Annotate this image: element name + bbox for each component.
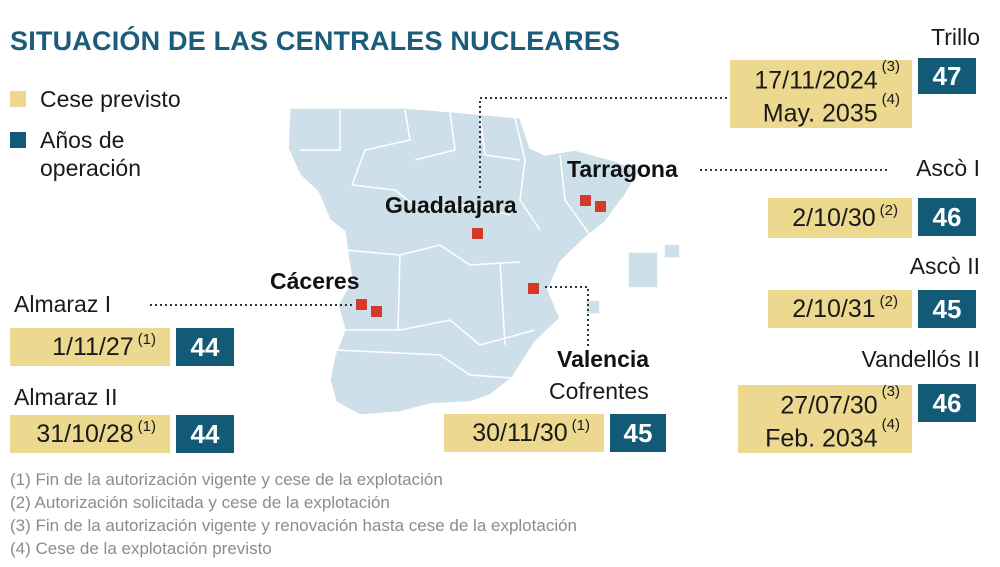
marker-almaraz-1 (356, 299, 367, 310)
cese-date-almaraz-2: 31/10/28 (36, 419, 134, 448)
city-label-tarragona: Tarragona (567, 156, 678, 182)
years-badge-almaraz-1: 44 (176, 328, 234, 366)
plant-name-asco-2: Ascò II (909, 253, 980, 279)
years-badge-almaraz-2: 44 (176, 415, 234, 453)
marker-asco (580, 195, 591, 206)
years-badge-asco-1: 46 (918, 198, 976, 236)
cese-box-almaraz-1: 1/11/27 (1) (10, 328, 170, 366)
cese-date-almaraz-1: 1/11/27 (52, 332, 134, 361)
legend-label-cese: Cese previsto (40, 86, 181, 112)
note-cofrentes: (1) (571, 416, 590, 434)
footnote-3: (3) Fin de la autorización vigente y ren… (10, 516, 578, 535)
city-label-guadalajara: Guadalajara (385, 192, 517, 218)
plant-name-asco-1: Ascò I (916, 155, 980, 181)
plant-markers (356, 195, 606, 317)
marker-trillo (472, 228, 483, 239)
legend-label-anos: Años de operación (40, 127, 142, 181)
cese-date-vandellos-1: 27/07/30 (780, 391, 878, 419)
cese-box-cofrentes: 30/11/30 (1) (444, 414, 604, 452)
years-badge-asco-2: 45 (918, 290, 976, 328)
plant-name-vandellos-2: Vandellós II (861, 346, 980, 372)
plant-name-almaraz-1: Almaraz I (14, 291, 112, 317)
plant-name-trillo: Trillo (931, 24, 980, 50)
leader-trillo (479, 97, 728, 188)
plant-name-almaraz-2: Almaraz II (14, 384, 118, 410)
cese-box-asco-1: 2/10/30 (2) (768, 198, 912, 238)
note-vandellos-2: (4) (881, 416, 900, 433)
leader-lines (150, 97, 890, 348)
note-almaraz-1: (1) (137, 330, 156, 348)
note-vandellos-1: (3) (881, 382, 900, 400)
marker-cofrentes (528, 283, 539, 294)
note-asco-1: (2) (879, 201, 898, 219)
note-trillo-1: (3) (881, 57, 900, 75)
cese-date-vandellos-2: Feb. 2034 (765, 424, 878, 453)
years-badge-trillo: 47 (918, 58, 976, 94)
years-badge-vandellos-2: 46 (918, 384, 976, 422)
cese-date-cofrentes: 30/11/30 (472, 418, 568, 447)
footnote-1: (1) Fin de la autorización vigente y ces… (10, 470, 443, 489)
cese-box-almaraz-2: 31/10/28 (1) (10, 415, 170, 453)
footnote-2: (2) Autorización solicitada y cese de la… (10, 493, 390, 512)
marker-almaraz-2 (371, 306, 382, 317)
cese-date-trillo-1: 17/11/2024 (754, 66, 878, 94)
note-almaraz-2: (1) (137, 417, 156, 435)
plant-name-cofrentes: Cofrentes (549, 378, 649, 404)
cese-date-asco-1: 2/10/30 (792, 203, 876, 232)
footnote-4: (4) Cese de la explotación previsto (10, 539, 272, 558)
note-asco-2: (2) (879, 292, 898, 310)
years-badge-cofrentes: 45 (610, 414, 666, 452)
cese-box-asco-2: 2/10/31 (2) (768, 290, 912, 328)
legend-swatch-anos (10, 132, 26, 148)
city-label-valencia: Valencia (557, 346, 650, 372)
region-borders (300, 109, 591, 379)
cese-box-trillo: 17/11/2024 (3) May. 2035 (4) (730, 57, 912, 128)
legend-swatch-cese (10, 91, 26, 107)
note-trillo-2: (4) (881, 91, 900, 108)
cese-box-vandellos-2: 27/07/30 (3) Feb. 2034 (4) (738, 382, 912, 453)
marker-vandellos (595, 201, 606, 212)
page-title: SITUACIÓN DE LAS CENTRALES NUCLEARES (10, 26, 621, 56)
cese-date-trillo-2: May. 2035 (762, 99, 878, 128)
city-label-caceres: Cáceres (270, 268, 360, 294)
cese-date-asco-2: 2/10/31 (792, 294, 876, 323)
